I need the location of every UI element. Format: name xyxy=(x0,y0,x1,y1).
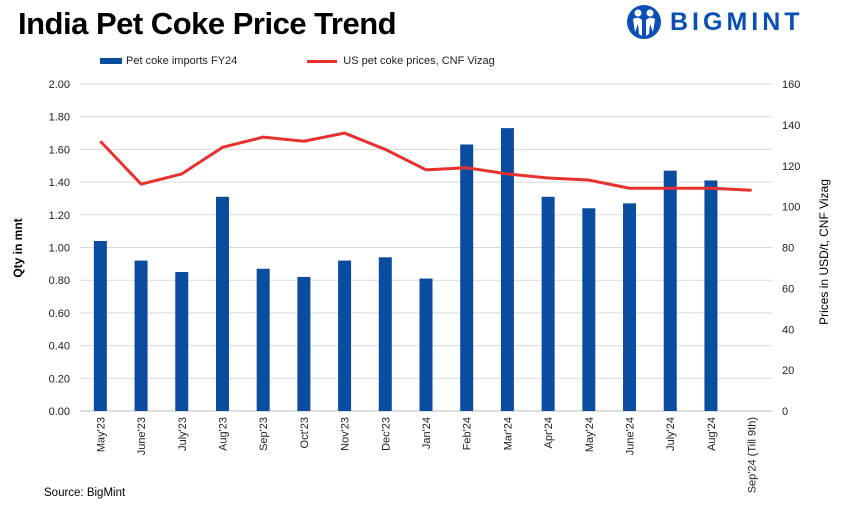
bar-Mar'24 xyxy=(500,128,514,411)
legend: Pet coke imports FY24 US pet coke prices… xyxy=(100,55,495,67)
x-tick-label: July'24 xyxy=(665,417,677,451)
x-tick-label: Aug'23 xyxy=(217,417,229,451)
chart-title: India Pet Coke Price Trend xyxy=(18,6,397,41)
bar-Apr'24 xyxy=(541,196,555,411)
x-tick-label: Dec'23 xyxy=(380,417,392,451)
y-tick-right: 100 xyxy=(782,202,800,214)
bar-Sep'23 xyxy=(256,268,270,411)
y-tick-left: 0.00 xyxy=(49,406,70,418)
y-tick-left: 1.40 xyxy=(49,177,70,189)
bar-Oct'23 xyxy=(297,276,311,411)
x-tick-label: May'24 xyxy=(584,417,596,452)
logo-text: BIGMINT xyxy=(670,7,804,36)
y-tick-right: 0 xyxy=(782,406,788,418)
legend-swatch-line xyxy=(307,59,338,63)
bar-Jan'24 xyxy=(419,278,433,411)
y-tick-right: 40 xyxy=(782,324,794,336)
bar-June'23 xyxy=(134,260,148,411)
x-tick-label: Sep'24 (Till 9th) xyxy=(747,417,759,493)
bar-Nov'23 xyxy=(338,260,352,411)
logo-icon xyxy=(627,5,661,39)
x-tick-label: June'23 xyxy=(136,417,148,455)
y-tick-left: 0.20 xyxy=(49,373,70,385)
y-axis-right-label: Prices in USD/t, CNF Vizag xyxy=(817,179,831,325)
x-tick-label: May'23 xyxy=(95,417,107,452)
bar-Aug'24 xyxy=(704,180,718,411)
y-tick-right: 120 xyxy=(782,161,800,173)
y-axis-left-label: Qty in mnt xyxy=(11,218,25,277)
y-tick-left: 1.60 xyxy=(49,144,70,156)
legend-label-prices: US pet coke prices, CNF Vizag xyxy=(343,55,495,67)
source-note: Source: BigMint xyxy=(44,487,126,499)
bar-May'23 xyxy=(93,240,107,411)
x-tick-label: Mar'24 xyxy=(502,417,514,450)
y-tick-left: 1.80 xyxy=(49,112,70,124)
y-tick-right: 140 xyxy=(782,120,800,132)
y-tick-right: 20 xyxy=(782,365,794,377)
bar-Dec'23 xyxy=(378,257,392,411)
x-tick-label: Apr'24 xyxy=(543,417,555,448)
x-tick-label: Oct'23 xyxy=(299,417,311,448)
y-tick-left: 0.80 xyxy=(49,275,70,287)
bar-July'24 xyxy=(663,170,677,411)
legend-label-imports: Pet coke imports FY24 xyxy=(126,55,238,67)
bar-May'24 xyxy=(582,208,596,411)
y-tick-right: 80 xyxy=(782,243,794,255)
y-tick-left: 1.20 xyxy=(49,210,70,222)
x-tick-label: June'24 xyxy=(625,417,637,455)
x-tick-label: Sep'23 xyxy=(258,417,270,451)
bar-Feb'24 xyxy=(460,144,474,411)
x-tick-label: Nov'23 xyxy=(340,417,352,451)
y-tick-right: 60 xyxy=(782,283,794,295)
bar-July'23 xyxy=(175,272,189,411)
bar-June'24 xyxy=(623,203,637,411)
y-tick-left: 0.40 xyxy=(49,341,70,353)
x-tick-label: Feb'24 xyxy=(462,417,474,450)
y-tick-left: 0.60 xyxy=(49,308,70,320)
x-tick-label: Jan'24 xyxy=(421,417,433,449)
y-tick-left: 2.00 xyxy=(49,79,70,91)
y-tick-right: 160 xyxy=(782,79,800,91)
bar-Aug'23 xyxy=(215,196,229,411)
x-tick-label: July'23 xyxy=(177,417,189,451)
legend-swatch-bar xyxy=(100,58,122,64)
bigmint-logo: BIGMINT xyxy=(626,4,804,40)
y-tick-left: 1.00 xyxy=(49,243,70,255)
x-tick-label: Aug'24 xyxy=(706,417,718,451)
